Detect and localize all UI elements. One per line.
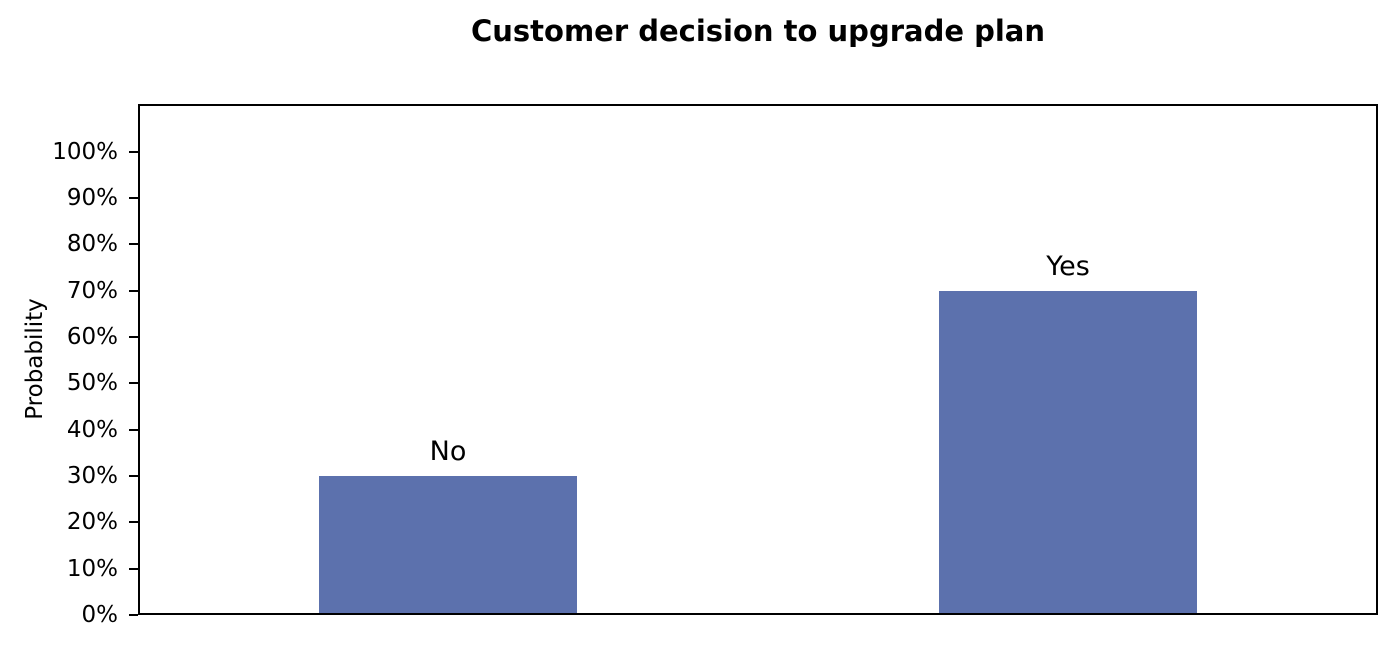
y-tick-mark [129, 150, 138, 153]
y-tick-label: 100% [52, 138, 118, 165]
y-tick-mark [129, 428, 138, 431]
y-tick-mark [129, 567, 138, 570]
y-axis-label: Probability [22, 298, 48, 420]
y-tick-mark [129, 474, 138, 477]
y-tick-label: 90% [66, 184, 118, 211]
y-tick-mark [129, 382, 138, 385]
y-tick-mark [129, 289, 138, 292]
y-tick-label: 70% [66, 277, 118, 304]
bar-no [319, 475, 577, 613]
y-tick-label: 30% [66, 462, 118, 489]
y-tick-label: 10% [66, 555, 118, 582]
bar-label-yes: Yes [1046, 250, 1090, 282]
y-tick-label: 80% [66, 231, 118, 258]
y-tick-label: 20% [66, 509, 118, 536]
y-tick-label: 60% [66, 323, 118, 350]
y-tick-mark [129, 521, 138, 524]
y-tick-mark [129, 335, 138, 338]
bar-label-no: No [429, 435, 467, 467]
bar-yes [939, 290, 1197, 613]
y-tick-mark [129, 196, 138, 199]
chart-title: Customer decision to upgrade plan [470, 14, 1046, 48]
y-tick-label: 50% [66, 370, 118, 397]
y-tick-mark [129, 614, 138, 616]
y-tick-label: 40% [66, 416, 118, 443]
y-tick-label: 0% [81, 602, 119, 628]
y-tick-mark [129, 243, 138, 246]
